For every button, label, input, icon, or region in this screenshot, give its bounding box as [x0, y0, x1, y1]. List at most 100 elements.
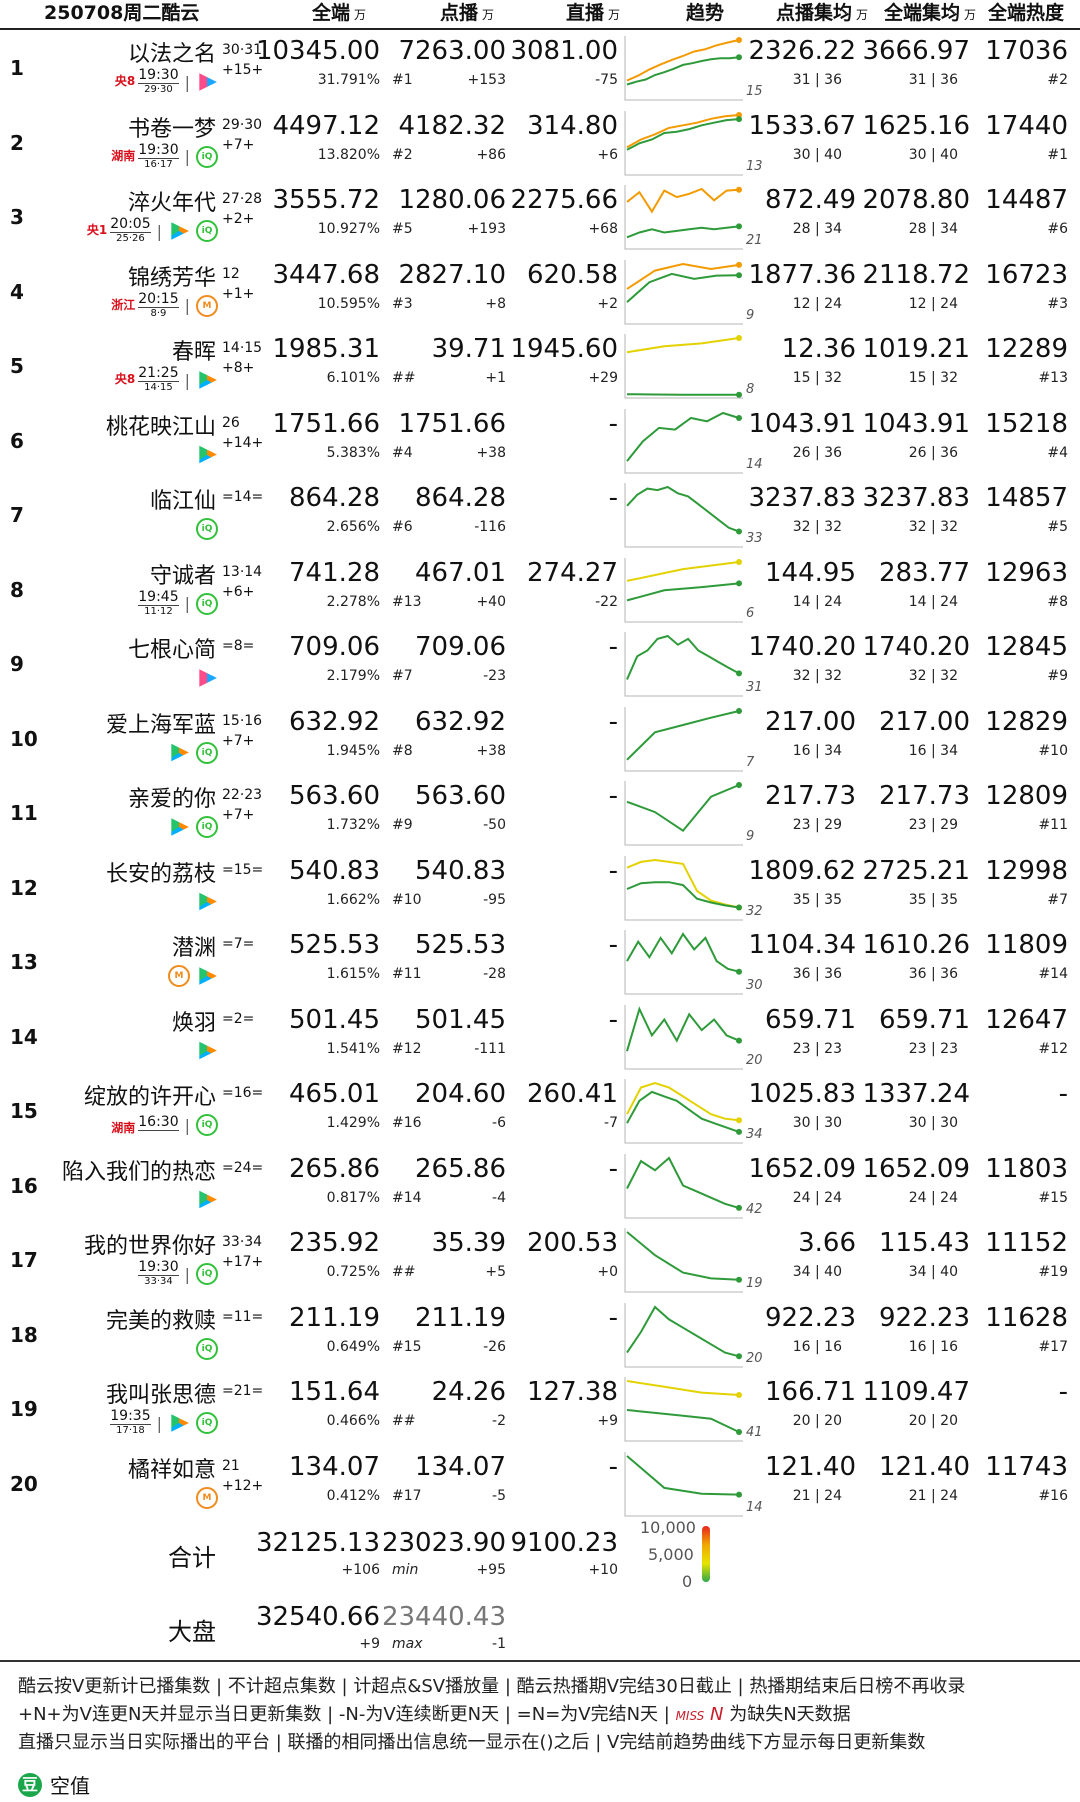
- trend-sparkline: [624, 1302, 743, 1367]
- trend-vod-line: [626, 1155, 740, 1209]
- update-streak: +15+: [222, 62, 264, 78]
- trend-sparkline: [624, 36, 743, 101]
- trend-days: 41: [746, 1425, 763, 1440]
- total-ep-avg-episodes: 34 | 40: [908, 1264, 958, 1280]
- total-share: 13.820%: [317, 146, 380, 163]
- heat-rank: #1: [1047, 146, 1068, 163]
- update-streak: +14+: [222, 434, 264, 451]
- heat-value: 12829: [985, 706, 1068, 737]
- episode-range: =2=: [222, 1010, 255, 1027]
- rank-number: 8: [10, 577, 24, 602]
- total-share: 0.649%: [326, 1338, 380, 1355]
- trend-vod-line: [626, 634, 740, 680]
- tv-channel-logo: 浙江: [111, 297, 136, 312]
- drama-title: 我叫张思德: [105, 1383, 216, 1408]
- drama-title: 长安的荔枝: [105, 861, 216, 887]
- trend-vod-line: [626, 1005, 740, 1051]
- tencent-video-icon: [199, 445, 217, 464]
- total-ep-avg-episodes: 31 | 36: [908, 72, 958, 88]
- trend-vod-line-endpoint: [736, 1037, 742, 1044]
- total-value: 134.07: [289, 1451, 380, 1482]
- total-ep-avg-episodes: 16 | 16: [908, 1338, 958, 1355]
- tencent-video-icon: [171, 818, 189, 836]
- update-streak: +7+: [222, 136, 255, 153]
- vod-change: -6: [492, 1115, 506, 1131]
- vod-ep-avg: 1652.09: [748, 1153, 856, 1184]
- total-value: 465.01: [289, 1079, 380, 1109]
- legend-label-high: 10,000: [640, 1518, 696, 1537]
- heat-value: 12809: [985, 781, 1068, 811]
- total-value: 864.28: [289, 483, 380, 513]
- trend-axis: [624, 632, 743, 697]
- tv-time: 20:15: [138, 290, 179, 308]
- rank-number: 7: [10, 503, 24, 527]
- total-ep-avg-episodes: 36 | 36: [908, 966, 958, 982]
- heat-rank: #12: [1038, 1040, 1068, 1057]
- total-ep-avg: 121.40: [879, 1451, 970, 1482]
- platform-icons: iQ: [168, 739, 218, 767]
- episode-range: =24=: [222, 1159, 264, 1176]
- tv-broadcast: 湖南 16:30: [111, 1114, 179, 1136]
- live-value: -: [608, 855, 618, 886]
- drama-title: 完美的救赎: [105, 1308, 216, 1334]
- total-ep-avg-episodes: 21 | 24: [908, 1487, 958, 1504]
- trend-vod-line-endpoint: [736, 115, 742, 122]
- tv-episodes: 8·9: [150, 307, 167, 319]
- sum-vod-note: min: [392, 1562, 419, 1578]
- heat-rank: #3: [1047, 295, 1068, 312]
- iqiyi-icon: iQ: [196, 1412, 218, 1434]
- total-ep-avg-episodes: 12 | 24: [908, 295, 958, 312]
- tv-time: 21:25: [138, 365, 179, 382]
- trend-days: 31: [746, 680, 763, 695]
- live-value: -: [608, 1004, 618, 1035]
- vod-ep-avg: 872.49: [765, 185, 856, 215]
- total-value: 501.45: [289, 1004, 380, 1035]
- vod-rank: #16: [392, 1115, 422, 1131]
- iqiyi-icon: iQ: [196, 592, 218, 615]
- episode-range: 15·16: [222, 712, 263, 729]
- vod-value: 563.60: [415, 781, 506, 811]
- tv-schedule: 19:30 16·17: [138, 141, 179, 171]
- platform-icons: 湖南 16:30 | iQ: [111, 1111, 218, 1139]
- trend-vod-line: [626, 932, 740, 973]
- vod-change: -2: [492, 1413, 506, 1429]
- trend-axis: [624, 1228, 743, 1293]
- drama-title: 临江仙: [149, 489, 216, 514]
- trend-vod-line-endpoint: [736, 782, 742, 788]
- heat-rank: #17: [1038, 1338, 1068, 1355]
- brand: 豆 空值: [18, 1770, 90, 1799]
- trend-days: 30: [746, 978, 763, 993]
- heat-value: 11152: [985, 1228, 1068, 1258]
- iqiyi-icon: iQ: [196, 741, 218, 764]
- total-share: 1.662%: [326, 891, 380, 908]
- vod-rank: #10: [392, 891, 422, 908]
- sum-total: 32125.13: [255, 1528, 380, 1558]
- total-ep-avg-episodes: 30 | 40: [908, 146, 958, 163]
- table-row: 4 锦绣芳华 12 +1+ 浙江 20:15 8·9 | M 3447.68 10.595% 2827…: [0, 256, 1080, 330]
- total-ep-avg: 217.00: [879, 706, 970, 737]
- vod-rank: #11: [392, 966, 422, 982]
- vod-ep-avg-episodes: 31 | 36: [792, 72, 842, 88]
- episode-range: 27·28: [222, 191, 263, 207]
- trend-sparkline: [624, 557, 743, 622]
- heat-rank: #15: [1038, 1189, 1068, 1206]
- live-value: 200.53: [527, 1228, 618, 1258]
- live-value: 3081.00: [510, 36, 618, 66]
- vod-value: 211.19: [415, 1302, 506, 1333]
- tv-time: 19:30: [138, 141, 179, 159]
- market-vod: 23440.43: [381, 1602, 506, 1632]
- trend-axis: [624, 1377, 743, 1442]
- heat-value: 11803: [985, 1153, 1068, 1184]
- vod-change: -5: [492, 1487, 506, 1504]
- vod-ep-avg-episodes: 28 | 34: [792, 221, 842, 237]
- trend-vod-line: [626, 272, 740, 303]
- trend-sparkline: [624, 632, 743, 697]
- live-change: +2: [597, 295, 618, 312]
- live-value: 620.58: [527, 259, 618, 290]
- rank-number: 4: [10, 279, 24, 304]
- heat-rank: #14: [1038, 966, 1068, 982]
- trend-axis: [624, 1302, 743, 1367]
- drama-title: 七根心简: [127, 638, 216, 663]
- trend-sparkline: [624, 259, 743, 324]
- vod-ep-avg-episodes: 36 | 36: [792, 966, 842, 982]
